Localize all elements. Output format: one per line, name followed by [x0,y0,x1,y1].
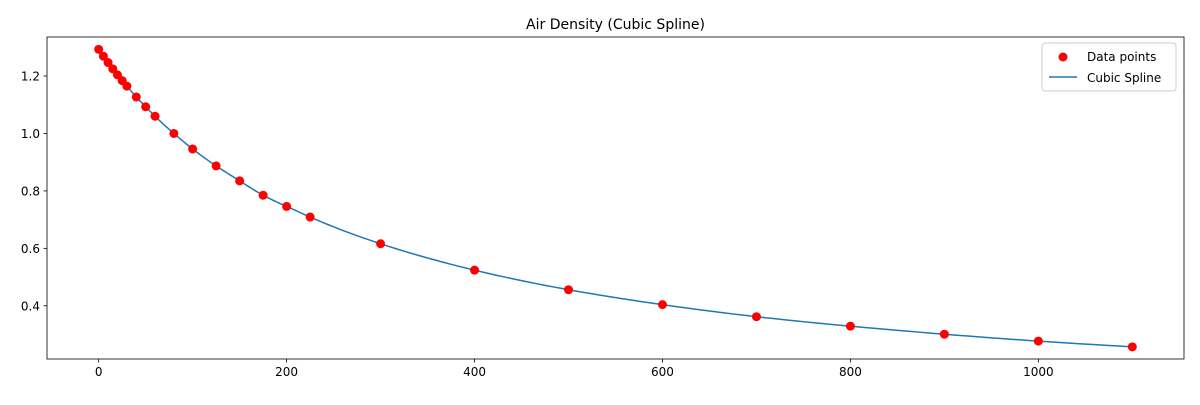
data-point [131,92,141,102]
data-point [108,64,118,74]
data-point [564,285,574,295]
x-tick-label: 200 [275,365,298,379]
x-tick-label: 600 [651,365,674,379]
data-point [751,312,761,322]
y-tick-label: 1.2 [21,70,40,84]
data-point [305,212,315,222]
data-point [1033,336,1043,346]
data-point [845,321,855,331]
data-point [470,265,480,275]
spline-line [98,48,1133,348]
data-point [122,81,132,91]
data-point [376,239,386,249]
data-point [235,176,245,186]
x-tick-label: 0 [95,365,103,379]
legend: Data points Cubic Spline [1041,42,1177,92]
axes: 0 200 400 600 800 1000 0.4 0.6 0.8 1.0 1.2 [21,36,1185,379]
y-tick-label: 1.0 [21,127,40,141]
data-point [150,111,160,121]
data-point [188,144,198,154]
chart-title: Air Density (Cubic Spline) [526,17,705,33]
y-tick-label: 0.8 [21,184,40,198]
y-tick-label: 0.4 [21,299,40,313]
data-point [657,300,667,310]
data-point [94,44,104,54]
data-point [1127,342,1137,352]
x-tick-label: 400 [463,365,486,379]
data-point [103,58,113,68]
data-point [258,190,268,200]
axes-frame [46,36,1185,360]
legend-box [1041,42,1177,92]
data-point [98,51,108,61]
x-tick-label: 1000 [1023,365,1054,379]
plot-area [94,44,1137,352]
legend-label-cubic-spline: Cubic Spline [1087,71,1161,85]
data-point [939,329,949,339]
legend-marker-data-points [1058,52,1068,62]
x-tick-label: 800 [839,365,862,379]
y-tick-label: 0.6 [21,242,40,256]
data-point [141,102,151,112]
data-point [169,128,179,138]
data-point [211,161,221,171]
legend-label-data-points: Data points [1087,50,1156,64]
data-point [282,201,292,211]
